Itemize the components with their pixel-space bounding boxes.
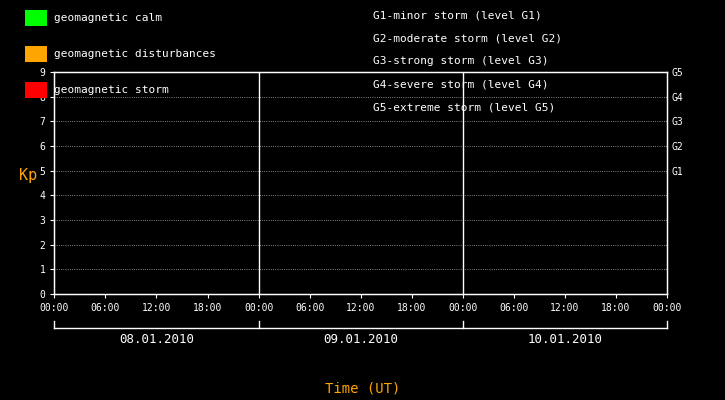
Text: 09.01.2010: 09.01.2010 <box>323 333 398 346</box>
Text: geomagnetic disturbances: geomagnetic disturbances <box>54 49 216 59</box>
Text: G1-minor storm (level G1): G1-minor storm (level G1) <box>373 10 542 20</box>
Text: G4-severe storm (level G4): G4-severe storm (level G4) <box>373 80 549 90</box>
Text: G2-moderate storm (level G2): G2-moderate storm (level G2) <box>373 33 563 43</box>
Text: Time (UT): Time (UT) <box>325 381 400 395</box>
Text: 08.01.2010: 08.01.2010 <box>119 333 194 346</box>
Y-axis label: Kp: Kp <box>20 168 38 183</box>
Text: 10.01.2010: 10.01.2010 <box>527 333 602 346</box>
Text: geomagnetic calm: geomagnetic calm <box>54 13 162 23</box>
Text: G5-extreme storm (level G5): G5-extreme storm (level G5) <box>373 103 555 113</box>
Text: G3-strong storm (level G3): G3-strong storm (level G3) <box>373 56 549 66</box>
Text: geomagnetic storm: geomagnetic storm <box>54 85 169 95</box>
